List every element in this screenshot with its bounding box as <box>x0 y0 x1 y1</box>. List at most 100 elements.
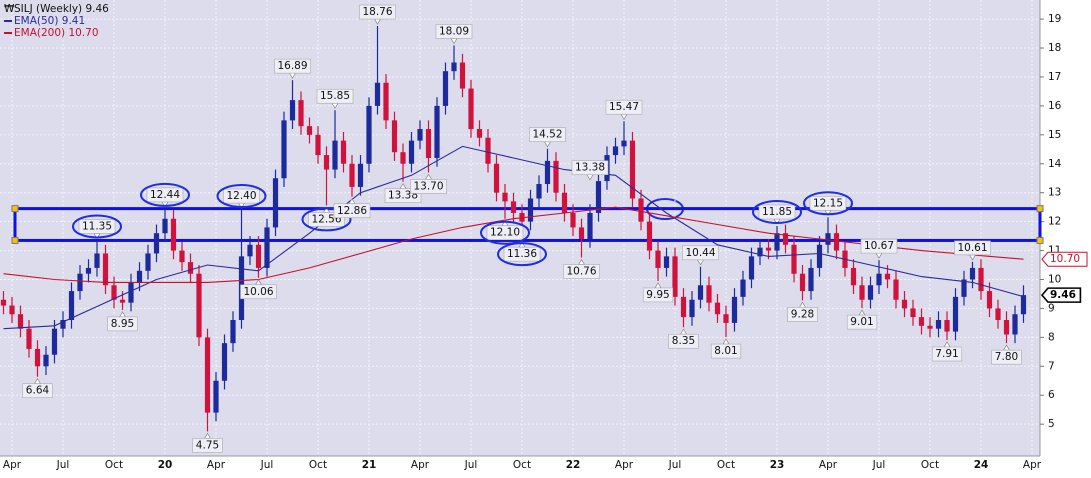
annotation-label: 12.40 <box>226 190 256 202</box>
annotation-circle <box>140 182 190 207</box>
y-tick-label: 12 <box>1048 216 1061 228</box>
annotation-box <box>642 287 674 303</box>
candle-body <box>672 256 678 297</box>
y-tick-label: 14 <box>1048 158 1062 170</box>
candle-body <box>221 343 228 381</box>
candle-body <box>680 296 687 318</box>
annotation-circle <box>72 214 122 239</box>
y-tick-label: 16 <box>1048 100 1062 112</box>
candle-body <box>961 279 967 297</box>
candle-body <box>289 100 296 121</box>
annotation-label: 11.85 <box>762 206 792 218</box>
candle-body <box>876 273 882 286</box>
annotation-box <box>333 203 371 219</box>
candle-body <box>825 233 831 245</box>
candle-body <box>867 285 874 300</box>
annotation-box <box>529 127 566 143</box>
annotation-circle <box>803 191 853 216</box>
y-tick-label: 15 <box>1048 129 1061 141</box>
candle-body <box>187 262 194 274</box>
candle-body <box>595 181 602 213</box>
candle-body <box>179 250 185 263</box>
annotation-box <box>809 195 847 211</box>
annotation-label: 18.09 <box>439 25 469 37</box>
candle-body <box>9 305 15 315</box>
y-tick-label: 6 <box>1048 389 1055 401</box>
candle-body <box>1020 295 1027 315</box>
x-tick-label: Apr <box>207 459 226 471</box>
x-tick-label: 24 <box>974 459 989 471</box>
annotation-box <box>22 383 53 399</box>
y-tick-label: 9 <box>1048 302 1055 314</box>
annotation-label: 4.75 <box>196 439 219 451</box>
y-tick-label: 19 <box>1048 13 1061 25</box>
candle-body <box>468 88 474 130</box>
candle-body <box>859 285 865 300</box>
candle-body <box>34 348 41 367</box>
price-tag-label: 10.70 <box>1050 253 1080 265</box>
candle-body <box>94 253 100 268</box>
annotation-box <box>563 264 600 279</box>
candle-body <box>17 314 24 329</box>
candle-body <box>119 299 126 303</box>
annotation-box <box>410 179 447 194</box>
x-tick-label: 22 <box>566 459 581 471</box>
candle-body <box>740 279 746 297</box>
candle-body <box>408 140 415 164</box>
annotation-label: 11.35 <box>82 220 112 232</box>
y-tick-label: 13 <box>1048 187 1061 199</box>
annotation-box <box>846 314 878 330</box>
x-tick-label: Apr <box>3 459 22 471</box>
candle-body <box>145 253 151 271</box>
annotation-label: 13.38 <box>575 162 605 174</box>
annotation-circle <box>497 242 547 267</box>
candle-body <box>417 129 423 141</box>
annotation-circle <box>301 207 352 232</box>
y-tick-label: 18 <box>1048 42 1061 54</box>
candle-body <box>425 129 432 158</box>
candle-body <box>374 82 381 106</box>
candle-body <box>952 296 959 332</box>
price-tag-label: 9.46 <box>1050 289 1076 301</box>
annotation-box <box>787 307 818 322</box>
legend-label: EMA(200) 10.70 <box>14 27 99 39</box>
candle-body <box>1003 320 1010 335</box>
annotation-box <box>758 204 796 220</box>
annotation-box <box>192 438 223 453</box>
annotation-label: 8.01 <box>714 345 737 357</box>
candle-body <box>502 192 508 202</box>
candle-body <box>697 285 704 300</box>
annotation-box <box>435 24 473 39</box>
candle-body <box>655 250 661 268</box>
annotation-box <box>860 238 898 254</box>
candle-body <box>629 140 636 199</box>
candle-body <box>26 328 32 349</box>
candle-body <box>315 134 321 156</box>
candle-body <box>451 62 457 72</box>
candle-body <box>570 212 576 228</box>
candle-body <box>935 320 942 329</box>
candle-body <box>255 244 262 268</box>
candle-body <box>706 285 712 303</box>
candle-body <box>434 105 440 158</box>
candle-body <box>587 212 593 239</box>
annotation-box <box>146 187 184 203</box>
price-tag <box>1041 251 1088 267</box>
candle-body <box>901 299 908 309</box>
annotation-box <box>503 246 541 262</box>
y-tick-label: 5 <box>1048 418 1055 430</box>
annotation-label: 15.47 <box>609 101 639 113</box>
annotation-label: 10.67 <box>864 240 894 252</box>
band-handle <box>1036 205 1044 213</box>
ema-line <box>3 145 1024 330</box>
annotation-label: 9.28 <box>791 308 814 320</box>
candle-body <box>986 291 993 309</box>
highlight-band <box>13 207 1042 242</box>
candle-body <box>969 267 976 280</box>
candle-body <box>204 337 211 413</box>
candle-body <box>51 328 58 355</box>
candle-body <box>978 267 984 292</box>
candle-body <box>791 244 797 274</box>
band-handle <box>11 205 19 213</box>
candle-body <box>714 302 721 315</box>
